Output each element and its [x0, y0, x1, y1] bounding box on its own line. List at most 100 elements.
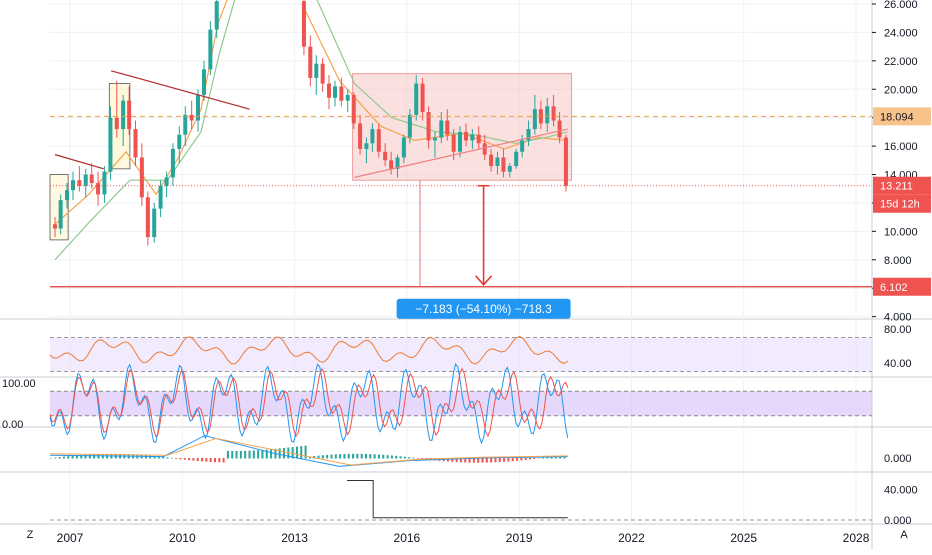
macd-histogram-bar	[84, 454, 87, 459]
macd-histogram-bar	[485, 458, 488, 463]
macd-histogram-bar	[170, 457, 173, 459]
macd-histogram-bar	[179, 458, 182, 460]
y-tick-label: 20.000	[884, 84, 918, 96]
macd-histogram-bar	[537, 458, 540, 459]
macd-histogram-bar	[334, 454, 337, 459]
macd-histogram-bar	[326, 454, 329, 459]
macd-histogram-bar	[377, 454, 380, 459]
candle-body	[77, 180, 82, 186]
candle-body	[520, 140, 525, 152]
macd-histogram-bar	[93, 454, 96, 459]
candle-body	[351, 94, 356, 124]
candle-body	[102, 171, 107, 195]
candle-body	[158, 185, 163, 209]
candle-body	[364, 143, 369, 149]
measure-label: −7.183 (−54.10%) −718.3	[415, 302, 552, 316]
macd-histogram-bar	[490, 458, 493, 463]
macd-histogram-bar	[481, 458, 484, 463]
range-box-layer	[49, 73, 573, 241]
macd-histogram-bar	[494, 458, 497, 463]
macd-histogram-bar	[343, 453, 346, 459]
macd-histogram-bar	[546, 457, 549, 459]
macd-histogram-bar	[339, 454, 342, 459]
candle-body	[214, 1, 219, 30]
macd-histogram-bar	[365, 453, 368, 459]
candle-body	[164, 177, 169, 186]
measure-arrow-head	[475, 275, 493, 286]
macd-histogram-bar	[347, 453, 350, 459]
candle-body	[96, 183, 101, 195]
macd-line	[49, 435, 568, 467]
macd-histogram-bar	[261, 449, 264, 459]
time-axis[interactable]: 2007 2010 2013 2016 2019 2022 2025 2028	[57, 531, 870, 545]
macd-histogram-bar	[369, 454, 372, 459]
candle-body	[58, 200, 63, 229]
y-tick-label: 4.000	[884, 312, 912, 324]
candle-body	[145, 197, 150, 238]
macd-histogram-bar	[201, 458, 204, 462]
macd-histogram-bar	[511, 458, 514, 462]
macd-histogram-bar	[451, 458, 454, 462]
stoch-band	[50, 391, 872, 416]
candle-body	[83, 174, 88, 186]
candle-body	[514, 151, 519, 166]
macd-histogram-bar	[554, 456, 557, 459]
candle-body	[482, 143, 487, 155]
macd-histogram-bar	[71, 455, 74, 459]
macd-histogram-bar	[550, 456, 553, 459]
macd-histogram-bar	[373, 454, 376, 459]
macd-histogram-bar	[265, 449, 268, 459]
macd-histogram-bar	[62, 456, 65, 459]
candle-body	[383, 151, 388, 161]
stoch-y-tick-label: 100.00	[2, 378, 36, 390]
macd-histogram-bar	[399, 456, 402, 459]
stoch-d-line	[49, 367, 569, 438]
horizontal-level-label-box	[873, 107, 931, 126]
macd-histogram-bar	[153, 456, 156, 459]
step-y-tick-label: 0.000	[884, 515, 912, 527]
macd-histogram-bar	[67, 456, 70, 459]
rsi-y-tick-label: 80.00	[884, 324, 912, 336]
slow-moving-average-late	[316, 0, 568, 144]
x-tick-label: 2010	[169, 531, 196, 545]
candle-body	[495, 157, 500, 166]
trendline-2006	[54, 154, 104, 170]
macd-histogram-bar	[157, 456, 160, 459]
macd-histogram-bar	[213, 458, 216, 463]
rsi-line	[49, 335, 569, 365]
macd-histogram-bar	[196, 458, 199, 461]
macd-histogram-bar	[50, 458, 52, 459]
candle-body	[189, 114, 194, 121]
trendline-support	[354, 128, 568, 178]
rsi-y-tick-label: 40.00	[884, 358, 912, 370]
candle-body	[183, 114, 188, 135]
candle-body	[401, 137, 406, 158]
x-tick-label: 2013	[281, 531, 308, 545]
y-tick-label: 10.000	[884, 226, 918, 238]
candle-body	[526, 129, 531, 141]
candle-body	[133, 129, 138, 158]
macd-histogram-bar	[252, 450, 255, 459]
rsi-band	[50, 337, 872, 372]
candle-body	[127, 100, 132, 130]
candle-body	[407, 114, 412, 138]
candle-body	[557, 120, 562, 138]
macd-histogram-bar	[403, 456, 406, 459]
macd-histogram-bar	[503, 458, 506, 462]
candle-body	[551, 106, 556, 121]
step-y-tick-label: 40.000	[884, 485, 918, 497]
price-labels: 18.094 13.211 15d 12h 6.102	[873, 107, 931, 296]
macd-histogram-bar	[416, 458, 419, 459]
auto-scale-button-label[interactable]: A	[900, 529, 908, 541]
candle-body	[170, 148, 175, 178]
macd-histogram-bar	[283, 447, 286, 459]
macd-histogram-bar	[188, 458, 191, 461]
last-price-label-box	[873, 176, 931, 195]
macd-histogram-bar	[149, 455, 152, 459]
macd-histogram-bar	[390, 455, 393, 459]
macd-histogram-bar	[356, 453, 359, 459]
candle-body	[464, 131, 469, 141]
candle-body	[301, 1, 306, 47]
timezone-button-label[interactable]: Z	[27, 529, 34, 541]
